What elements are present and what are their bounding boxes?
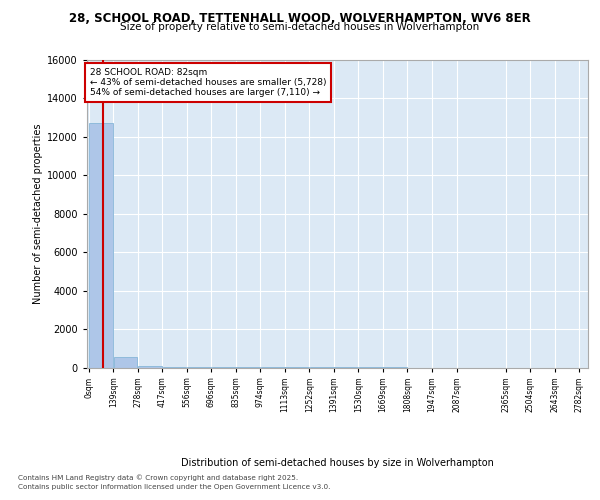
Bar bbox=[138, 366, 162, 368]
Bar bbox=[89, 124, 113, 368]
Text: Size of property relative to semi-detached houses in Wolverhampton: Size of property relative to semi-detach… bbox=[121, 22, 479, 32]
Text: Contains HM Land Registry data © Crown copyright and database right 2025.: Contains HM Land Registry data © Crown c… bbox=[18, 474, 298, 481]
Text: 28 SCHOOL ROAD: 82sqm
← 43% of semi-detached houses are smaller (5,728)
54% of s: 28 SCHOOL ROAD: 82sqm ← 43% of semi-deta… bbox=[89, 68, 326, 98]
Y-axis label: Number of semi-detached properties: Number of semi-detached properties bbox=[33, 124, 43, 304]
Text: 28, SCHOOL ROAD, TETTENHALL WOOD, WOLVERHAMPTON, WV6 8ER: 28, SCHOOL ROAD, TETTENHALL WOOD, WOLVER… bbox=[69, 12, 531, 26]
Text: Contains public sector information licensed under the Open Government Licence v3: Contains public sector information licen… bbox=[18, 484, 331, 490]
Bar bbox=[113, 357, 137, 368]
Text: Distribution of semi-detached houses by size in Wolverhampton: Distribution of semi-detached houses by … bbox=[181, 458, 494, 468]
